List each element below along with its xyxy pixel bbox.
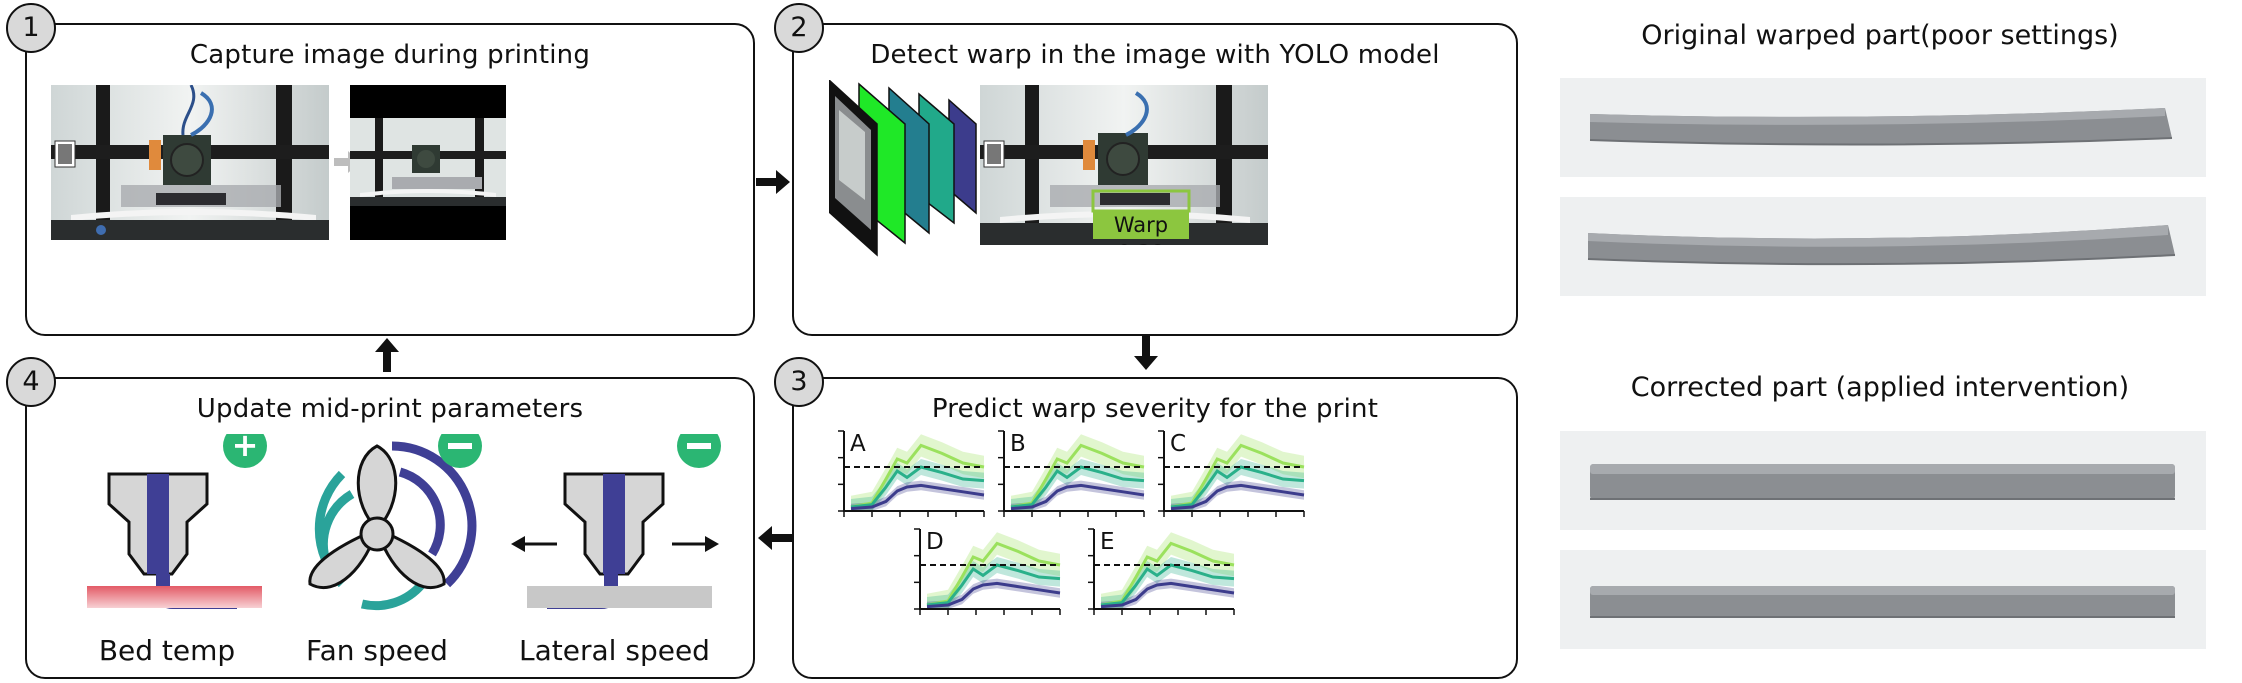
arrow-up-icon [375, 338, 399, 372]
param-label-lateral-speed: Lateral speed [519, 634, 710, 667]
warped-part-title: Original warped part(poor settings) [1641, 20, 2119, 51]
band-light [927, 532, 1060, 609]
plot-label: C [1170, 431, 1186, 457]
plot-label: E [1100, 529, 1115, 555]
line-light [1010, 443, 1145, 509]
plot-label: B [1010, 431, 1026, 457]
line-mid [850, 465, 985, 509]
panel-update: Update mid-print parameters + Bed temp [25, 377, 755, 679]
plot-label: A [850, 431, 866, 457]
panel-capture: Capture image during printing [25, 23, 755, 336]
line-light [1100, 541, 1235, 607]
panel-title: Update mid-print parameters [196, 394, 584, 424]
step-badge-2: 2 [774, 3, 824, 53]
line-dark [926, 581, 1061, 609]
corrected-part-photo-2 [1560, 550, 2206, 649]
band-light [1011, 434, 1144, 511]
band-mid [1011, 459, 1144, 511]
step-badge-4: 4 [6, 357, 56, 407]
band-mid [851, 459, 984, 511]
network-layers-diagram [829, 80, 977, 257]
bed-temp-icon: + [87, 434, 267, 609]
line-dark [850, 483, 985, 511]
step-badge-3: 3 [774, 357, 824, 407]
line-light [926, 541, 1061, 607]
panel-title: Detect warp in the image with YOLO model [870, 40, 1440, 70]
band-mid [927, 557, 1060, 609]
warped-part-photo-2 [1560, 197, 2206, 296]
plot-label: D [926, 529, 944, 555]
svg-text:+: + [232, 434, 259, 464]
line-mid [1170, 465, 1305, 509]
band-light [1101, 532, 1234, 609]
corrected-part-photo-1 [1560, 431, 2206, 530]
printer-photo [51, 85, 329, 240]
detection-label: Warp 0.38 [1113, 213, 1169, 245]
band-light [1171, 434, 1304, 511]
line-dark [1010, 483, 1145, 511]
cropped-photo [350, 85, 506, 240]
arrow-right-icon [756, 170, 790, 194]
line-light [1170, 443, 1305, 509]
panel-title: Capture image during printing [189, 40, 591, 70]
panel-predict: Predict warp severity for the print A B C D… [792, 377, 1518, 679]
step-badge-1: 1 [6, 3, 56, 53]
line-mid [1100, 563, 1235, 607]
detection-photo: Warp 0.38 [980, 85, 1268, 245]
band-mid [1101, 557, 1234, 609]
panel-title: Predict warp severity for the print [931, 394, 1379, 424]
lateral-speed-icon [511, 434, 721, 609]
severity-plots: A B C D E [838, 430, 1305, 615]
warped-part-photo-1 [1560, 78, 2206, 177]
param-label-bed-temp: Bed temp [98, 634, 236, 667]
arrow-left-icon [758, 526, 792, 550]
line-mid [926, 563, 1061, 607]
fan-icon [308, 434, 482, 611]
arrow-down-icon [1134, 336, 1158, 370]
param-label-fan-speed: Fan speed [306, 634, 448, 667]
line-light [850, 443, 985, 509]
line-dark [1170, 483, 1305, 511]
line-dark [1100, 581, 1235, 609]
band-light [851, 434, 984, 511]
line-mid [1010, 465, 1145, 509]
band-mid [1171, 459, 1304, 511]
panel-detect: Detect warp in the image with YOLO model [792, 23, 1518, 336]
corrected-part-title: Corrected part (applied intervention) [1630, 372, 2130, 403]
